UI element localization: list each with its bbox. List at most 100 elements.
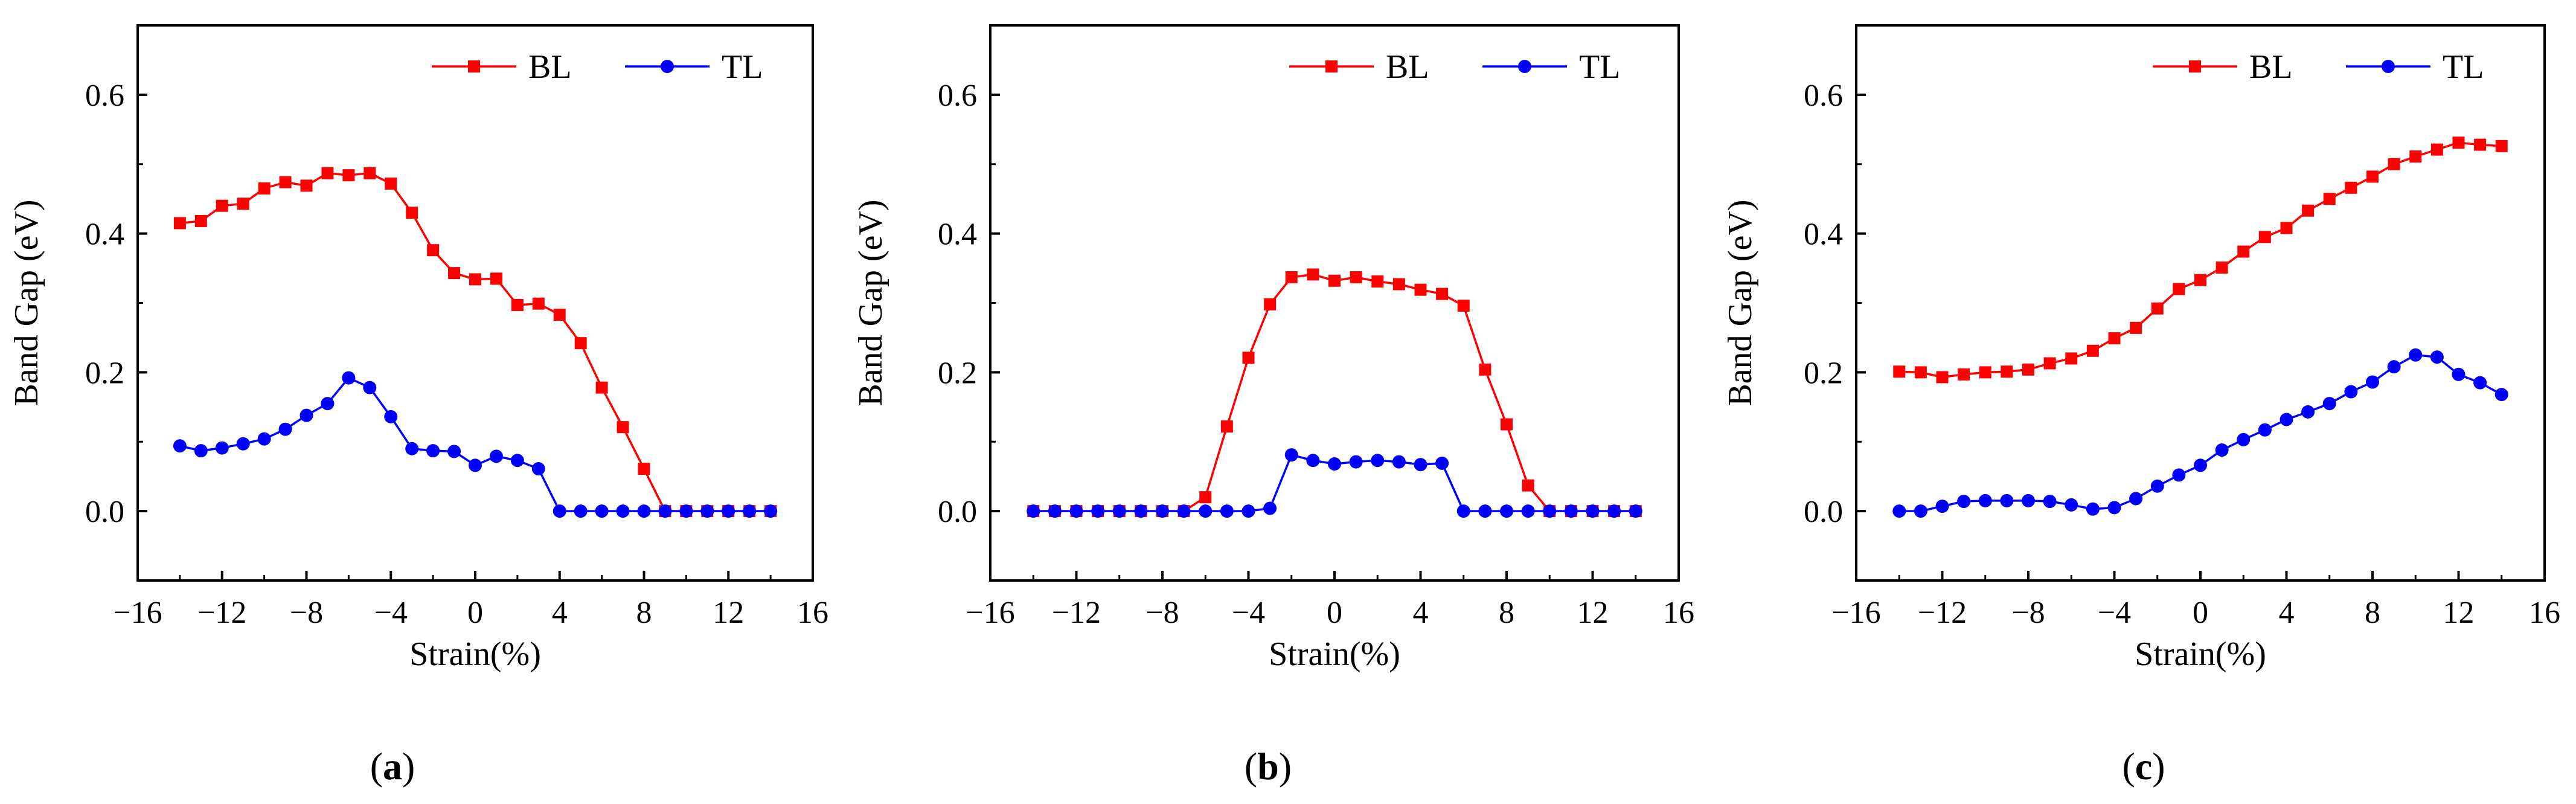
data-point: [173, 439, 187, 453]
data-point: [2430, 350, 2444, 364]
x-tick-label: 8: [2365, 596, 2380, 630]
x-tick-label: 12: [713, 596, 744, 630]
data-point: [1564, 504, 1578, 518]
data-point: [300, 179, 313, 192]
data-point: [300, 408, 313, 422]
y-tick-label: 0.0: [1804, 495, 1843, 529]
data-point: [2323, 193, 2336, 205]
legend-marker-tl: [661, 60, 674, 73]
data-point: [1978, 494, 1992, 507]
data-point: [2344, 385, 2358, 399]
y-tick-label: 0.6: [1804, 79, 1843, 113]
data-point: [2022, 363, 2034, 376]
data-point: [1284, 448, 1298, 462]
data-point: [2173, 283, 2185, 295]
panel-label: (c): [2122, 745, 2165, 788]
x-tick-label: 12: [1577, 596, 1609, 630]
data-point: [2474, 138, 2487, 151]
x-tick-label: −12: [1052, 596, 1101, 630]
chart-panel-b: −16 −12 −8 −4 0 4 8 12 16 0.0 0.2 0.4 0.6 Strain(%) Ba…: [852, 24, 1694, 788]
data-point: [2215, 443, 2229, 457]
y-tick-label: 0.2: [938, 356, 977, 390]
data-point: [700, 504, 714, 518]
data-point: [1048, 504, 1062, 518]
data-point: [595, 381, 608, 394]
legend: BL TL: [432, 48, 763, 86]
x-tick-label: 0: [2193, 596, 2208, 630]
data-point: [342, 169, 355, 182]
x-tick-label: 4: [1413, 596, 1429, 630]
x-tick-label: 16: [2529, 596, 2560, 630]
x-tick-label: −16: [1831, 596, 1880, 630]
data-point: [2150, 479, 2164, 493]
legend: BL TL: [2153, 48, 2484, 86]
data-point: [1371, 454, 1385, 468]
series-line-bl: [1899, 141, 2502, 379]
x-tick-label: 0: [467, 596, 483, 630]
data-point: [1914, 504, 1927, 518]
data-point: [1350, 271, 1362, 283]
data-point: [1629, 504, 1642, 518]
data-point: [1392, 455, 1406, 469]
y-tick-label: 0.6: [938, 79, 977, 113]
data-point: [469, 458, 482, 472]
data-point: [405, 442, 419, 455]
data-point: [2409, 150, 2422, 163]
data-point: [1392, 278, 1405, 291]
data-point: [532, 297, 545, 310]
data-point: [469, 273, 481, 286]
data-point: [2194, 274, 2206, 286]
data-point: [553, 504, 566, 518]
data-point: [1220, 420, 1233, 433]
x-tick-label: −4: [2098, 596, 2131, 630]
data-point: [2000, 494, 2014, 507]
chart-panel-c: −16 −12 −8 −4 0 4 8 12 16 0.0 0.2 0.4 0.6 Strain(%) Ba…: [1722, 24, 2560, 788]
data-point: [1436, 288, 1449, 300]
data-point: [1501, 418, 1513, 431]
data-point: [194, 444, 208, 458]
data-point: [1457, 300, 1470, 312]
data-point: [2108, 332, 2121, 345]
data-point: [321, 167, 334, 179]
data-point: [2366, 170, 2379, 183]
data-point: [2258, 231, 2271, 243]
data-point: [510, 454, 524, 468]
data-point: [364, 167, 376, 179]
legend-marker-bl: [1325, 60, 1338, 72]
data-point: [2065, 352, 2078, 365]
data-point: [1500, 504, 1513, 518]
y-tick-label: 0.0: [938, 495, 977, 529]
data-point: [2258, 423, 2272, 437]
legend-label-bl: BL: [1386, 48, 1429, 86]
legend-label-tl: TL: [722, 48, 763, 86]
data-point: [1522, 479, 1534, 492]
data-point: [1306, 454, 1320, 468]
data-point: [1027, 504, 1040, 518]
data-point: [216, 199, 228, 212]
data-point: [278, 422, 292, 436]
data-point: [448, 267, 461, 280]
data-point: [257, 432, 271, 446]
data-point: [764, 504, 778, 518]
data-point: [2494, 388, 2508, 402]
data-point: [2086, 344, 2099, 357]
data-point: [637, 504, 651, 518]
data-point: [1435, 456, 1449, 470]
data-point: [215, 441, 229, 455]
x-tick-label: 8: [1499, 596, 1514, 630]
data-point: [2001, 365, 2013, 378]
data-point: [2086, 502, 2100, 516]
data-point: [194, 214, 207, 227]
data-point: [1893, 365, 1906, 378]
data-point: [553, 309, 566, 321]
x-tick-label: 12: [2443, 596, 2475, 630]
data-point: [2301, 405, 2315, 419]
data-point: [1414, 458, 1427, 472]
data-point: [2387, 360, 2401, 374]
data-point: [2107, 501, 2121, 515]
data-point: [2151, 302, 2164, 315]
data-point: [2130, 321, 2142, 334]
data-point: [279, 176, 292, 188]
legend: BL TL: [1289, 48, 1620, 86]
y-tick-label: 0.0: [85, 495, 124, 529]
